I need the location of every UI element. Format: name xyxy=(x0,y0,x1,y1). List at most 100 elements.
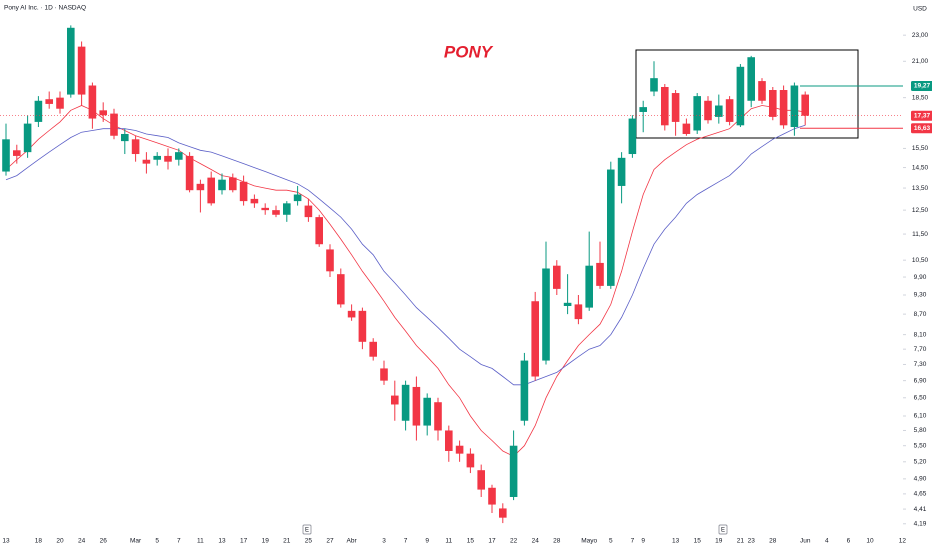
candle xyxy=(499,503,507,524)
candle-body xyxy=(239,181,248,202)
candle-body xyxy=(607,169,615,286)
candle xyxy=(671,89,680,136)
candle xyxy=(229,173,237,193)
candle xyxy=(412,376,421,441)
candle xyxy=(283,201,291,222)
x-tick-label: 17 xyxy=(488,538,496,545)
candle xyxy=(337,268,345,308)
candle xyxy=(790,82,799,136)
candle-body xyxy=(2,139,10,172)
candle-body xyxy=(520,360,529,421)
candle xyxy=(23,115,32,158)
y-tick-label: 23,00 xyxy=(912,32,929,39)
candle xyxy=(207,171,215,206)
candle-body xyxy=(661,86,669,126)
x-tick-label: 13 xyxy=(672,538,680,545)
candle xyxy=(715,94,723,124)
x-tick-label: 15 xyxy=(467,538,475,545)
candle-body xyxy=(790,85,799,128)
candle xyxy=(347,304,356,321)
y-tick-label: 6,50 xyxy=(914,394,927,401)
x-tick-label: 28 xyxy=(769,538,777,545)
x-tick-label: 21 xyxy=(737,538,745,545)
candle xyxy=(801,91,809,126)
candle xyxy=(131,135,140,162)
candle-body xyxy=(272,210,280,215)
x-tick-label: 15 xyxy=(694,538,702,545)
candle-body xyxy=(121,133,129,142)
candle-body xyxy=(736,66,745,126)
x-tick-label: 9 xyxy=(425,538,429,545)
y-tick-label: 10,50 xyxy=(912,257,929,264)
candle-body xyxy=(229,177,237,191)
candle xyxy=(661,84,669,131)
candle-body xyxy=(110,113,118,136)
price-label: 16,63 xyxy=(914,125,931,132)
candle-body xyxy=(67,27,75,95)
y-tick-label: 14,50 xyxy=(912,164,929,171)
candle xyxy=(34,96,43,128)
candle xyxy=(121,128,129,155)
candle xyxy=(196,179,205,213)
candle-body xyxy=(99,110,107,116)
candle xyxy=(650,61,658,97)
candle-body xyxy=(315,217,323,245)
y-tick-label: 7,30 xyxy=(914,361,927,368)
y-tick-label: 21,00 xyxy=(912,58,929,65)
candle-body xyxy=(639,107,647,112)
candle xyxy=(175,148,183,166)
candle-body xyxy=(574,304,583,320)
candle-body xyxy=(704,100,712,121)
candle xyxy=(142,152,151,174)
y-tick-label: 8,70 xyxy=(914,311,927,318)
x-tick-label: 21 xyxy=(283,538,291,545)
candle xyxy=(542,241,550,365)
x-tick-label: 26 xyxy=(100,538,108,545)
candle xyxy=(272,205,280,218)
candle-body xyxy=(445,430,453,451)
candle-body xyxy=(380,368,388,381)
moving-average-line xyxy=(5,105,806,457)
candle-body xyxy=(617,157,626,186)
x-tick-label: 22 xyxy=(510,538,518,545)
x-tick-label: 13 xyxy=(218,538,226,545)
x-tick-label: 12 xyxy=(899,538,907,545)
price-label: 19,27 xyxy=(914,83,931,90)
y-tick-label: 8,10 xyxy=(914,331,927,338)
range-box xyxy=(635,49,859,139)
event-marker xyxy=(302,524,312,535)
price-label-bg xyxy=(911,110,932,121)
candle-body xyxy=(401,384,410,421)
candle-body xyxy=(358,310,367,342)
y-tick-label: 4,90 xyxy=(914,476,927,483)
candle-body xyxy=(671,93,680,122)
candle-body xyxy=(477,470,485,490)
x-tick-label: 17 xyxy=(240,538,248,545)
annotation: PONY xyxy=(444,42,494,61)
candle-body xyxy=(725,99,734,122)
y-tick-label: 5,20 xyxy=(914,459,927,466)
candle-body xyxy=(293,194,302,202)
candle xyxy=(315,214,323,247)
candle xyxy=(358,307,367,350)
x-tick-label: 7 xyxy=(404,538,408,545)
candle-body xyxy=(650,78,658,92)
candle-body xyxy=(499,508,507,518)
candle-body xyxy=(142,159,151,164)
candle-body xyxy=(304,205,313,218)
candle-body xyxy=(488,487,496,505)
candle-body xyxy=(801,94,809,116)
candle-body xyxy=(326,249,334,272)
candle xyxy=(596,241,604,289)
event-marker xyxy=(718,524,728,535)
candle-body xyxy=(769,89,777,117)
candle xyxy=(164,148,172,170)
candle xyxy=(607,161,615,289)
candle xyxy=(682,118,691,136)
candle xyxy=(617,152,626,204)
x-tick-label: 5 xyxy=(609,538,613,545)
y-tick-label: 5,80 xyxy=(914,427,927,434)
candle xyxy=(369,338,377,361)
